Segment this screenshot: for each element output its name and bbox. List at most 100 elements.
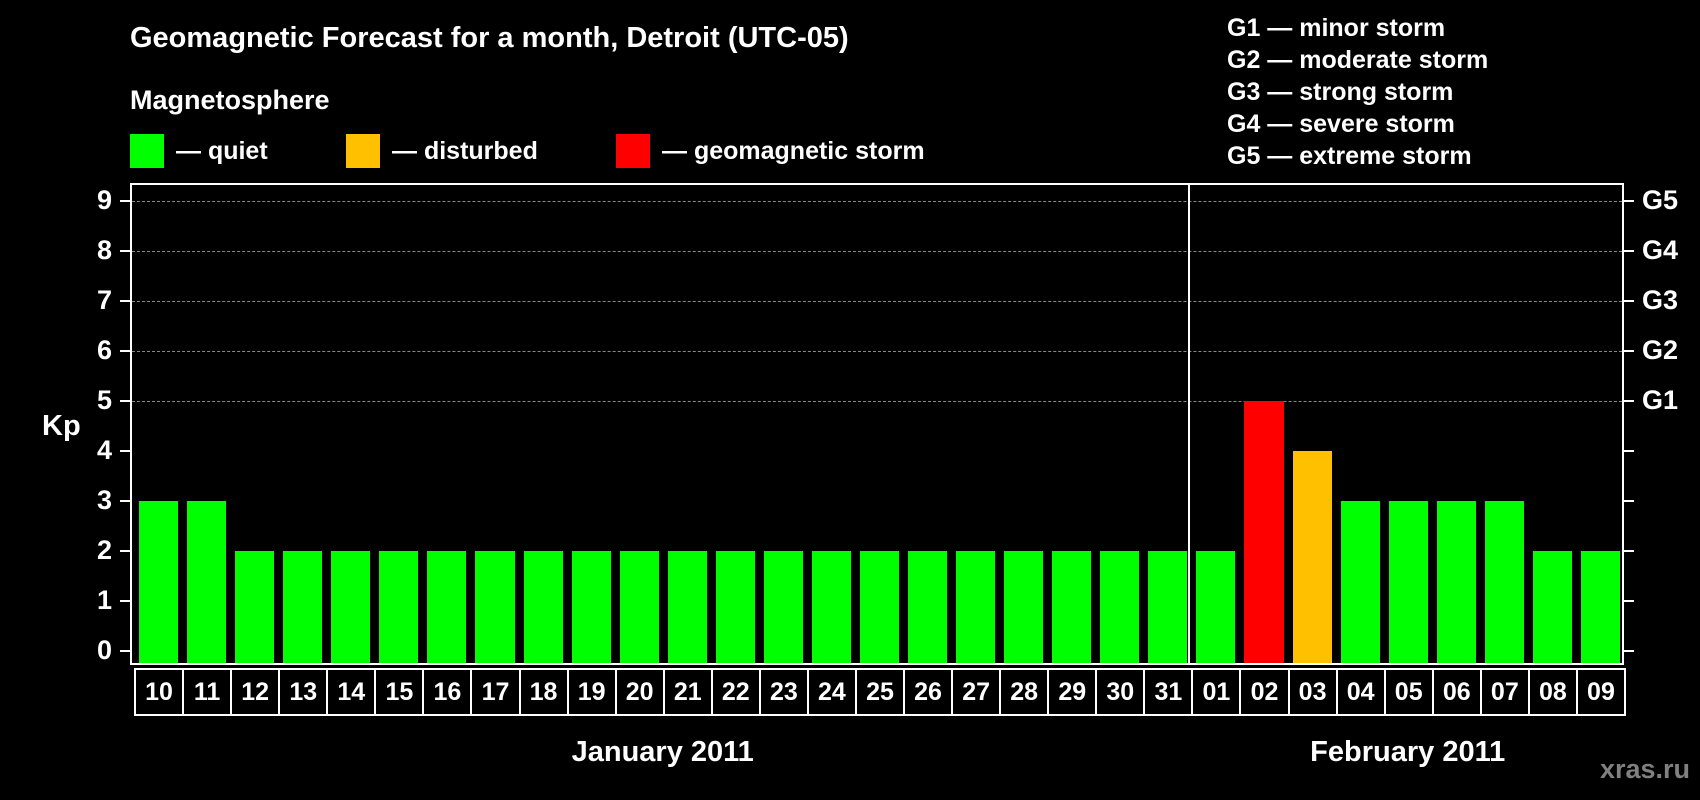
day-label: 04	[1335, 668, 1386, 716]
y-tick	[120, 600, 130, 602]
day-label: 15	[374, 668, 425, 716]
bar-08	[1532, 551, 1572, 663]
quiet-swatch-icon	[130, 134, 164, 168]
bar-06	[1436, 501, 1476, 663]
g-scale-tick-label: G3	[1642, 285, 1679, 315]
y-tick	[120, 300, 130, 302]
day-label: 21	[662, 668, 713, 716]
bar-25	[859, 551, 900, 663]
bar-09	[1580, 551, 1620, 663]
bar-04	[1340, 501, 1380, 663]
bar-02	[1244, 401, 1284, 663]
g-scale-legend: G1 — minor storm G2 — moderate storm G3 …	[1227, 12, 1488, 172]
day-label: 30	[1095, 668, 1146, 716]
day-label: 10	[134, 668, 185, 716]
bar-19	[571, 551, 611, 663]
day-label: 12	[230, 668, 281, 716]
y-tick-label: 8	[96, 235, 112, 265]
bar-23	[763, 551, 803, 663]
day-label: 19	[566, 668, 617, 716]
grid-line	[132, 201, 1622, 202]
bar-01	[1196, 551, 1236, 663]
bar-11	[187, 501, 227, 663]
bar-10	[139, 501, 179, 663]
day-label: 14	[326, 668, 377, 716]
grid-line	[132, 401, 1622, 402]
g-scale-item: G5 — extreme storm	[1227, 142, 1472, 170]
g-scale-tick-label: G5	[1642, 185, 1679, 215]
day-label: 07	[1479, 668, 1530, 716]
g-scale-tick-label: G2	[1642, 335, 1679, 365]
y-tick	[120, 350, 130, 352]
day-label: 18	[518, 668, 569, 716]
y-tick	[120, 250, 130, 252]
day-label: 22	[710, 668, 761, 716]
y-tick-label: 3	[96, 485, 112, 515]
legend-label: — geomagnetic storm	[662, 136, 925, 165]
bar-29	[1052, 551, 1092, 663]
bar-20	[619, 551, 659, 663]
y-tick-label: 2	[96, 535, 112, 565]
bar-15	[379, 551, 419, 663]
legend-label: — disturbed	[392, 136, 538, 165]
watermark: xras.ru	[1599, 754, 1690, 784]
y-tick-label: 1	[96, 585, 112, 615]
y-tick	[1624, 650, 1634, 652]
bar-03	[1292, 451, 1332, 663]
bar-07	[1484, 501, 1524, 663]
day-label: 26	[903, 668, 954, 716]
g-scale-item: G1 — minor storm	[1227, 14, 1446, 42]
y-tick	[1624, 350, 1634, 352]
y-tick	[1624, 200, 1634, 202]
day-label: 06	[1431, 668, 1482, 716]
day-label: 11	[182, 668, 233, 716]
y-tick-label: 4	[96, 435, 112, 465]
y-tick	[120, 450, 130, 452]
y-tick	[120, 500, 130, 502]
bar-18	[523, 551, 563, 663]
bar-13	[283, 551, 323, 663]
g-scale-tick-label: G4	[1642, 235, 1679, 265]
bar-26	[908, 551, 948, 663]
y-tick-label: 6	[96, 335, 112, 365]
y-tick	[1624, 500, 1634, 502]
day-label: 31	[1143, 668, 1194, 716]
day-label: 17	[470, 668, 521, 716]
month-label: February 2011	[1310, 736, 1506, 768]
bar-16	[427, 551, 467, 663]
legend-storm: — geomagnetic storm	[616, 134, 925, 168]
day-label: 09	[1575, 668, 1626, 716]
day-label: 16	[422, 668, 473, 716]
legend-quiet: — quiet	[130, 134, 268, 168]
grid-line	[132, 301, 1622, 302]
y-tick	[1624, 550, 1634, 552]
day-label: 27	[951, 668, 1002, 716]
chart-title: Geomagnetic Forecast for a month, Detroi…	[130, 22, 849, 54]
y-tick-label: 0	[96, 635, 112, 665]
g-scale-item: G2 — moderate storm	[1227, 46, 1489, 74]
y-tick	[120, 400, 130, 402]
g-scale-item: G4 — severe storm	[1227, 110, 1455, 138]
legend-label: — quiet	[176, 136, 268, 165]
y-tick	[1624, 400, 1634, 402]
bar-30	[1100, 551, 1140, 663]
g-scale-item: G3 — strong storm	[1227, 78, 1454, 106]
y-tick	[1624, 600, 1634, 602]
g-scale-tick-label: G1	[1642, 385, 1679, 415]
day-label: 08	[1527, 668, 1578, 716]
day-label: 02	[1239, 668, 1290, 716]
bar-31	[1148, 551, 1188, 663]
y-tick-label: 7	[96, 285, 112, 315]
day-label: 03	[1287, 668, 1338, 716]
day-label: 25	[854, 668, 906, 716]
day-label: 01	[1191, 668, 1242, 716]
month-label: January 2011	[571, 736, 754, 768]
day-label: 23	[758, 668, 809, 716]
y-tick	[1624, 300, 1634, 302]
bar-21	[667, 551, 707, 663]
bar-27	[956, 551, 996, 663]
y-tick	[120, 650, 130, 652]
month-divider	[1188, 185, 1191, 663]
plot-area	[130, 183, 1624, 665]
section-label: Magnetosphere	[130, 85, 330, 115]
